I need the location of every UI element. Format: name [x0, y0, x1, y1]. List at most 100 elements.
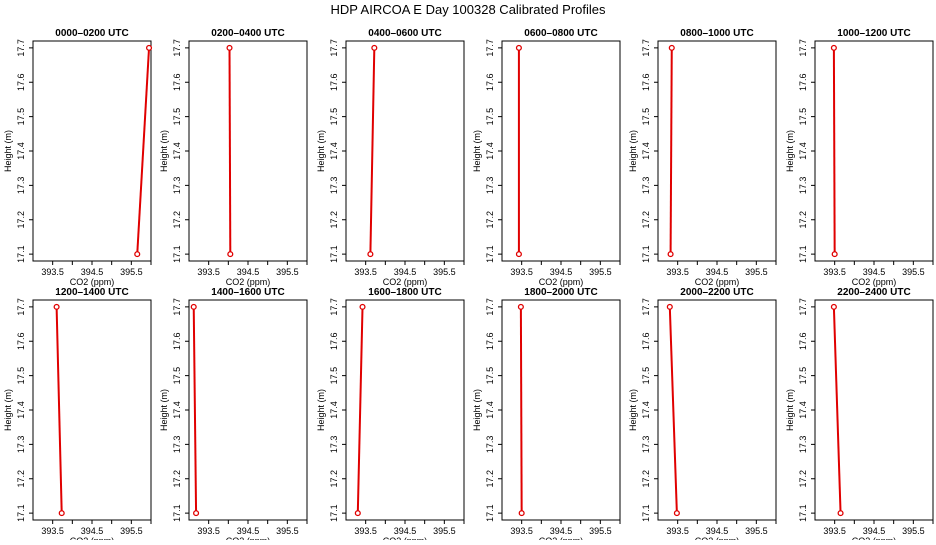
y-tick-label: 17.2 — [329, 211, 339, 229]
panel-8: 1400–1600 UTC 393.5 394.5 395.5 CO2 (ppm) 17.… — [159, 287, 308, 545]
x-tick-label: 394.5 — [706, 267, 729, 277]
figure-title: HDP AIRCOA E Day 100328 Calibrated Profi… — [330, 2, 606, 17]
co2-profile-point — [53, 303, 60, 310]
y-axis-label: Height (m) — [3, 130, 13, 172]
y-tick-label: 17.1 — [641, 245, 651, 263]
panel-title: 2000–2200 UTC — [680, 287, 753, 298]
y-tick-label: 17.1 — [329, 504, 339, 522]
x-tick-label: 393.5 — [510, 267, 533, 277]
y-tick-label: 17.4 — [329, 401, 339, 419]
y-tick-label: 17.4 — [16, 142, 26, 160]
co2-profile-line — [55, 306, 63, 514]
co2-profile-point — [515, 44, 522, 51]
co2-profile-point — [830, 303, 837, 310]
y-tick-label: 17.6 — [172, 73, 182, 91]
x-tick-label: 395.5 — [589, 267, 612, 277]
co2-profile-line — [832, 47, 836, 255]
x-tick-label: 394.5 — [81, 267, 104, 277]
y-tick-label: 17.5 — [172, 108, 182, 126]
x-axis-label: CO2 (ppm) — [852, 536, 897, 540]
plot-frame — [657, 40, 777, 262]
y-tick-label: 17.5 — [485, 108, 495, 126]
y-tick-label: 17.3 — [16, 177, 26, 195]
x-tick-label: 395.5 — [433, 267, 456, 277]
y-tick-label: 17.7 — [641, 298, 651, 316]
y-tick-label: 17.2 — [798, 470, 808, 488]
x-tick-label: 395.5 — [120, 526, 143, 536]
panel-10: 1800–2000 UTC 393.5 394.5 395.5 CO2 (ppm) 17.… — [472, 287, 621, 545]
co2-profile-point — [667, 251, 674, 258]
y-tick-label: 17.1 — [329, 245, 339, 263]
panel-1: 0000–0200 UTC 393.5 394.5 395.5 CO2 (ppm) 17.… — [3, 28, 153, 287]
co2-profile-point — [518, 510, 525, 517]
y-axis-label: Height (m) — [628, 130, 638, 172]
x-axis-label: CO2 (ppm) — [70, 277, 115, 287]
panel-5: 0800–1000 UTC 393.5 394.5 395.5 CO2 (ppm) 17.… — [628, 28, 777, 287]
x-tick-label: 395.5 — [745, 526, 768, 536]
y-tick-label: 17.1 — [798, 504, 808, 522]
y-tick-label: 17.2 — [172, 470, 182, 488]
x-tick-label: 393.5 — [41, 267, 64, 277]
y-tick-label: 17.7 — [172, 298, 182, 316]
panel-title: 0800–1000 UTC — [680, 28, 753, 39]
co2-profile-point — [190, 303, 197, 310]
co2-profile-line — [369, 47, 376, 255]
panel-title: 1400–1600 UTC — [211, 287, 284, 298]
y-tick-label: 17.3 — [329, 436, 339, 454]
y-tick-label: 17.6 — [485, 73, 495, 91]
y-tick-label: 17.7 — [641, 39, 651, 57]
co2-profile-point — [359, 303, 366, 310]
y-tick-label: 17.1 — [172, 504, 182, 522]
co2-profile-line — [136, 47, 151, 255]
y-tick-label: 17.1 — [641, 504, 651, 522]
x-axis-label: CO2 (ppm) — [226, 277, 271, 287]
y-tick-label: 17.6 — [641, 73, 651, 91]
y-tick-label: 17.6 — [329, 73, 339, 91]
co2-profile-point — [226, 44, 233, 51]
panel-title: 1600–1800 UTC — [368, 287, 441, 298]
x-tick-label: 394.5 — [863, 267, 886, 277]
co2-profile-point — [517, 303, 524, 310]
panel-title: 1200–1400 UTC — [55, 287, 128, 298]
co2-profile-point — [367, 251, 374, 258]
y-tick-label: 17.5 — [485, 367, 495, 385]
x-tick-label: 394.5 — [394, 526, 417, 536]
y-tick-label: 17.3 — [798, 177, 808, 195]
x-axis-label: CO2 (ppm) — [695, 277, 740, 287]
y-tick-label: 17.5 — [172, 367, 182, 385]
co2-profile-line — [356, 306, 364, 514]
y-axis-label: Height (m) — [628, 389, 638, 431]
co2-profile-line — [519, 306, 523, 514]
x-tick-label: 395.5 — [276, 526, 299, 536]
x-tick-label: 395.5 — [745, 267, 768, 277]
y-tick-label: 17.3 — [641, 177, 651, 195]
y-tick-label: 17.6 — [16, 73, 26, 91]
plot-frame — [345, 299, 465, 521]
y-tick-label: 17.2 — [485, 211, 495, 229]
y-tick-label: 17.1 — [798, 245, 808, 263]
plot-frame — [32, 299, 152, 521]
y-tick-label: 17.6 — [641, 332, 651, 350]
y-tick-label: 17.6 — [485, 332, 495, 350]
x-tick-label: 394.5 — [550, 267, 573, 277]
plot-frame — [188, 299, 308, 521]
x-tick-label: 395.5 — [433, 526, 456, 536]
y-tick-label: 17.5 — [798, 108, 808, 126]
x-axis-label: CO2 (ppm) — [539, 277, 584, 287]
y-tick-label: 17.3 — [485, 177, 495, 195]
y-tick-label: 17.3 — [172, 177, 182, 195]
co2-profile-point — [668, 44, 675, 51]
co2-profile-line — [669, 47, 673, 255]
panel-7: 1200–1400 UTC 393.5 394.5 395.5 CO2 (ppm) 17.… — [3, 287, 152, 545]
panel-3: 0400–0600 UTC 393.5 394.5 395.5 CO2 (ppm) 17.… — [316, 28, 465, 287]
co2-profile-point — [58, 510, 65, 517]
y-tick-label: 17.7 — [485, 298, 495, 316]
y-tick-label: 17.4 — [172, 401, 182, 419]
co2-profile-point — [134, 251, 141, 258]
y-tick-label: 17.6 — [798, 332, 808, 350]
y-tick-label: 17.1 — [485, 504, 495, 522]
x-tick-label: 393.5 — [666, 526, 689, 536]
y-tick-label: 17.4 — [329, 142, 339, 160]
panel-title: 1800–2000 UTC — [524, 287, 597, 298]
